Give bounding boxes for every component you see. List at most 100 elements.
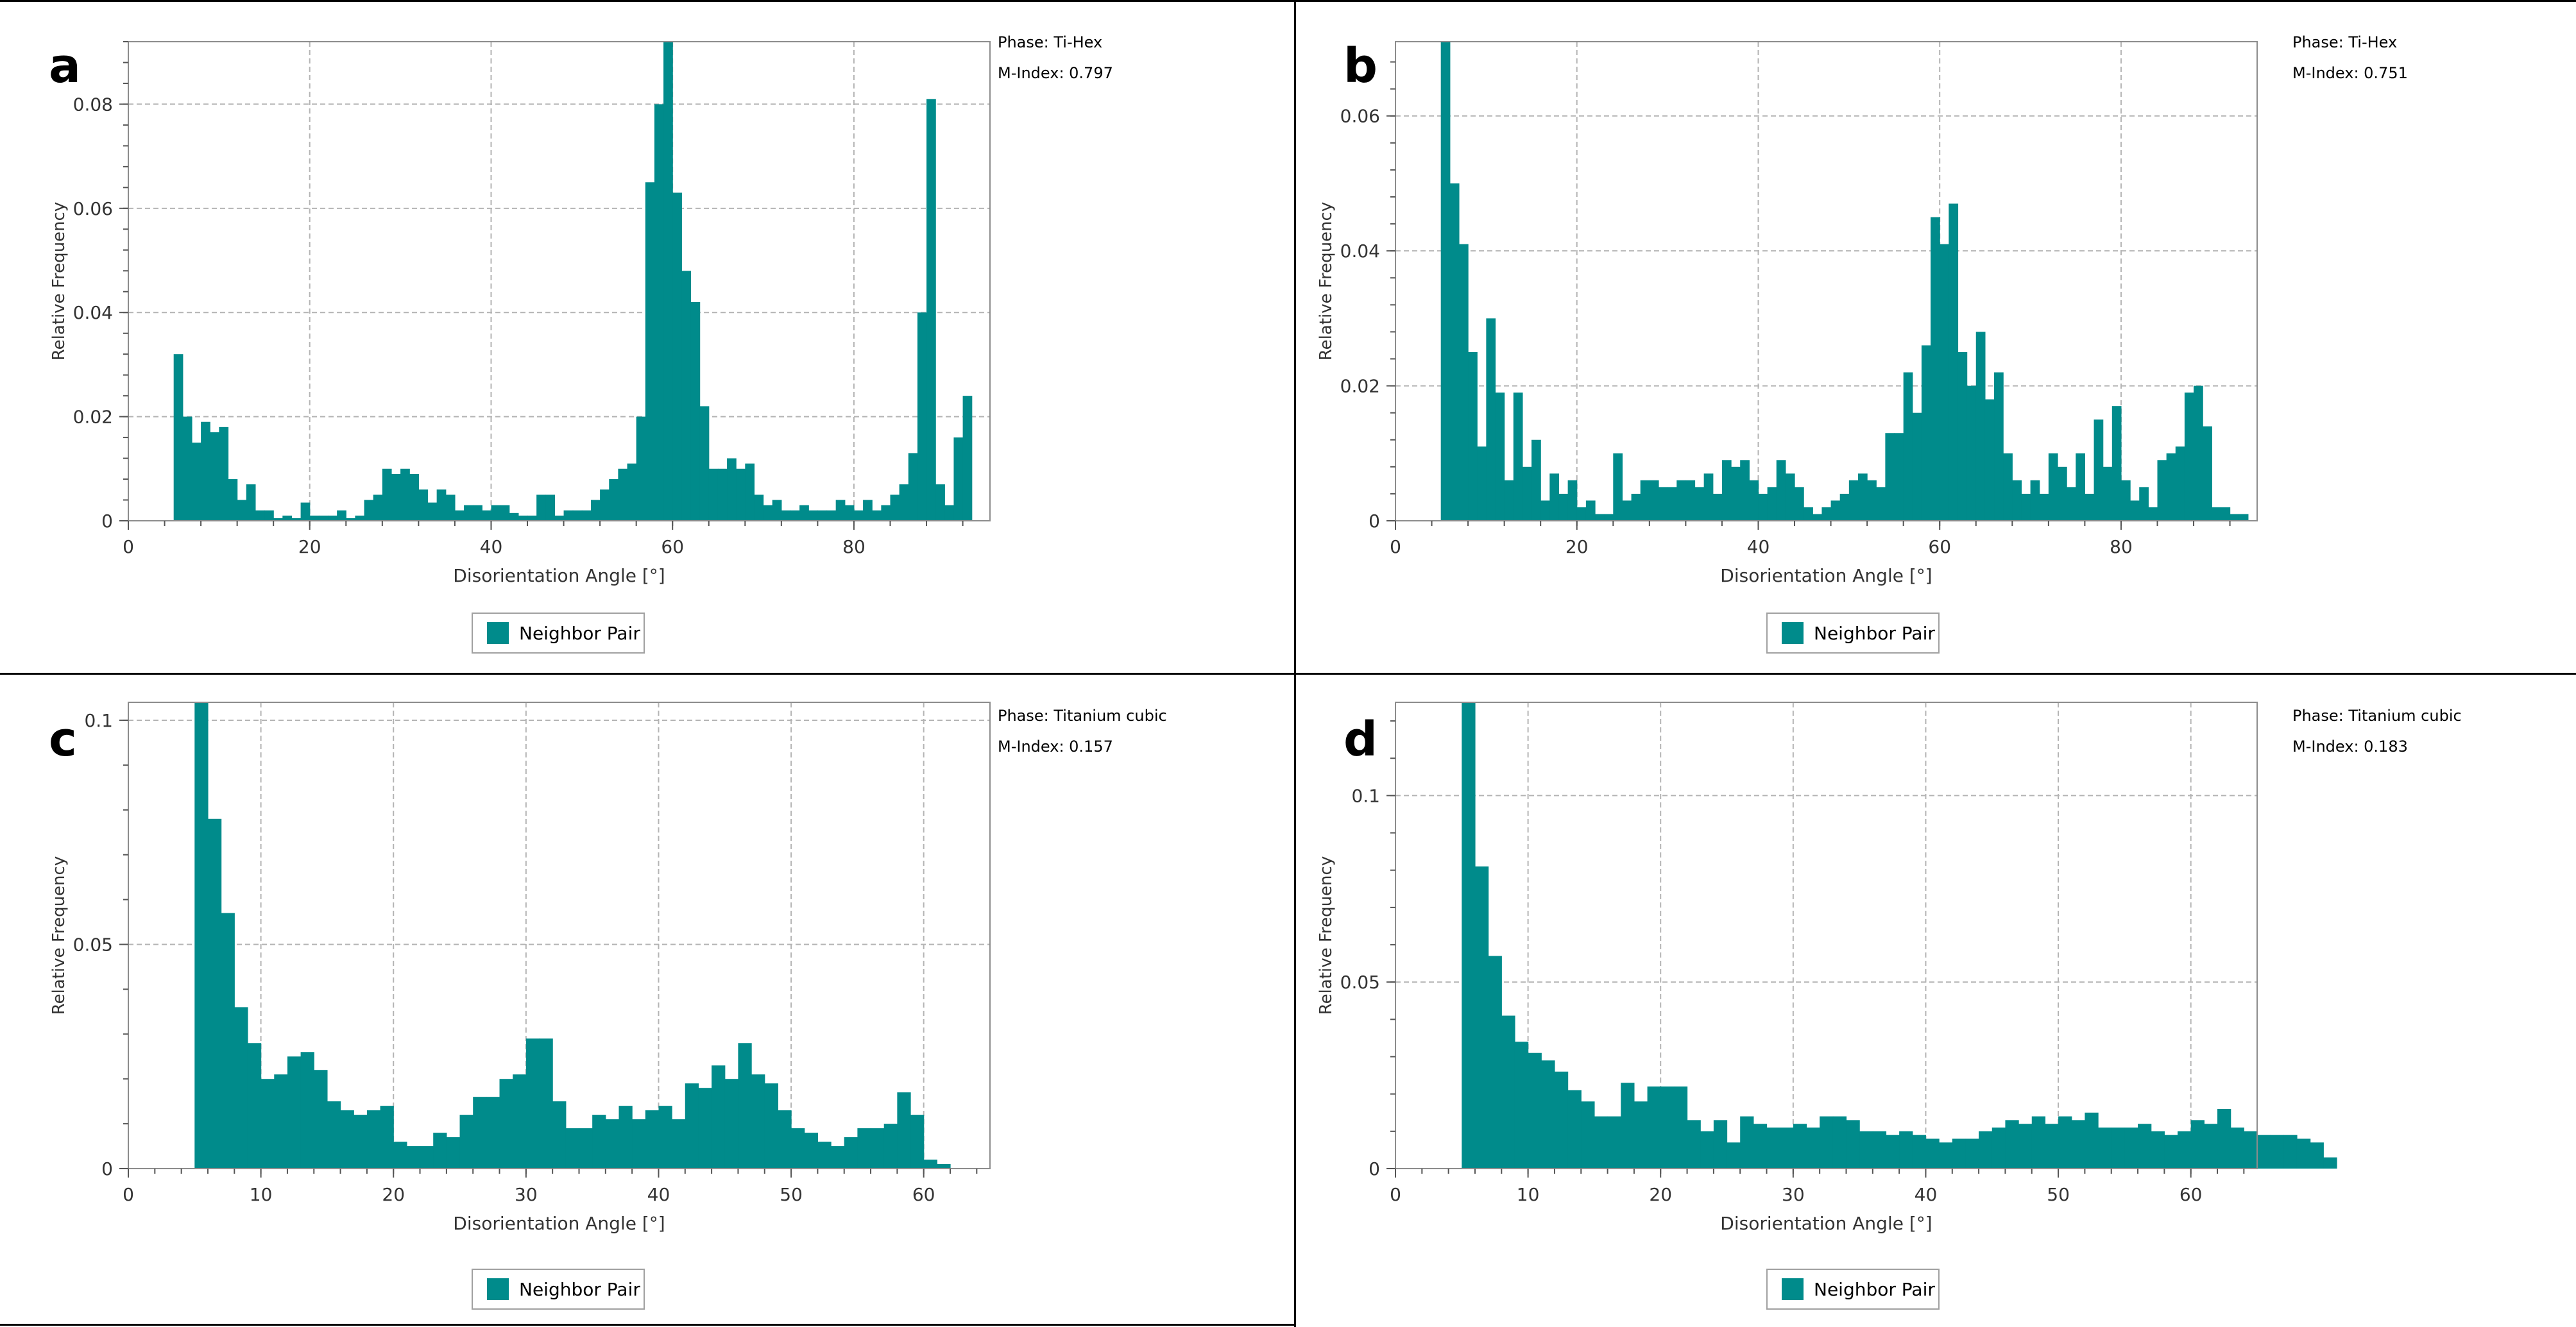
histogram-bar [917,312,927,521]
histogram-c: 0 10 20 30 40 50 60 0 0.05 0.1 Disorientation Angl… [49,702,991,1234]
plot-frame [1395,41,2258,521]
chart-panel-b: b 0 20 40 60 80 0 0.02 0.04 0.06 Disorientation A… [1295,0,2576,673]
histogram-bar [1903,372,1913,521]
histogram-bar [2124,1128,2138,1169]
histogram-bar [1488,956,1502,1169]
x-tick-label: 0 [1390,536,1401,557]
histogram-bar [2148,507,2158,521]
histogram-bar [645,1110,660,1169]
y-tick-label: 0.1 [84,710,113,731]
histogram-bar [790,510,800,521]
histogram-bar [194,702,209,1169]
histogram-bar [923,1160,937,1169]
histogram-bar [2103,466,2113,521]
histogram-bar [2194,385,2203,521]
legend-swatch [487,622,509,644]
histogram-bar [486,1097,500,1169]
histogram-bar [201,421,210,521]
histogram-bar [863,500,873,521]
histogram-bar [1758,493,1768,521]
histogram-bar [337,510,346,521]
x-tick-label: 20 [1565,536,1589,557]
histogram-bar [1567,480,1578,521]
panel-label: a [49,38,81,94]
histogram-bar [382,468,392,521]
histogram-bar [300,502,311,521]
histogram-bar [314,1070,328,1169]
histogram-bar [1458,244,1469,521]
m-index-label: M-Index: 0.183 [2292,738,2408,756]
histogram-bar [1753,1124,1768,1169]
histogram-bar [255,510,265,521]
histogram-bar [499,1079,513,1169]
histogram-bar [247,1043,262,1169]
histogram-bar [1867,480,1877,521]
y-tick-label: 0.05 [1340,972,1380,993]
histogram-bar [2239,514,2249,521]
histogram-bar [1952,1138,1966,1169]
histogram-bar [1894,433,1904,521]
histogram-bar [1486,318,1496,521]
histogram-bar [826,510,837,521]
x-tick-label: 30 [1782,1184,1805,1205]
histogram-bar [1528,1052,1542,1169]
panel-label: b [1343,38,1378,94]
histogram-bar [937,1164,951,1169]
histogram-bar [219,427,229,521]
histogram-bar [2076,453,2085,521]
legend: Neighbor Pair [1766,1269,1940,1310]
histogram-bar [698,1088,712,1169]
histogram-bar [287,1056,302,1169]
histogram-bar [433,1133,447,1169]
histogram-bar [473,1097,487,1169]
histogram-bar [1531,439,1541,521]
panel-label: d [1343,712,1378,767]
histogram-bar [736,468,746,521]
histogram-bar [2138,1124,2152,1169]
x-tick-label: 10 [250,1184,273,1205]
histogram-bar [627,463,637,521]
legend-label: Neighbor Pair [519,1278,640,1300]
histogram-bar [1939,1142,1953,1169]
histogram-bar [260,1079,275,1169]
histogram-bar [944,505,955,521]
histogram-bar [1501,1015,1515,1169]
histogram-bar [1621,1083,1635,1169]
histogram-bar [527,515,537,521]
x-tick-label: 20 [298,536,321,557]
plot-frame [128,702,991,1169]
y-tick-label: 0 [1369,511,1380,532]
histogram-bar [2296,1138,2311,1169]
histogram-bar [459,1115,473,1169]
y-tick-label: 0.08 [73,94,113,115]
histogram-bar [751,1074,765,1169]
histogram-bar [1984,399,1995,521]
vertical-divider [1294,0,1296,1327]
histogram-bar [1700,1131,1714,1169]
histogram-bar [712,1065,726,1169]
histogram-bar [1740,1116,1754,1169]
histogram-bar [1994,372,2004,521]
histogram-bar [409,473,419,521]
histogram-bar [1859,1131,1873,1169]
histogram-bar [581,510,592,521]
histogram-bar [346,518,356,521]
histogram-bar [1912,412,1922,521]
histogram-bar [445,494,456,521]
histogram-bar [2283,1135,2298,1169]
histogram-bar [207,818,222,1169]
histogram-bar [1514,1042,1529,1169]
histogram-bar [592,1115,606,1169]
histogram-bar [1821,507,1832,521]
chart-panel-d: d 0 10 20 30 40 50 60 0 0.05 0.1 Disorientation An… [1295,673,2576,1327]
histogram-bar [393,1142,407,1169]
histogram-bar [681,271,692,521]
histogram-bar [436,489,447,521]
histogram-bar [282,515,293,521]
histogram-bar [708,468,719,521]
histogram-bar [1513,393,1523,521]
histogram-bar [554,515,565,521]
histogram-bar [246,484,256,521]
histogram-bar [1992,1128,2006,1169]
histogram-bar [690,301,701,521]
